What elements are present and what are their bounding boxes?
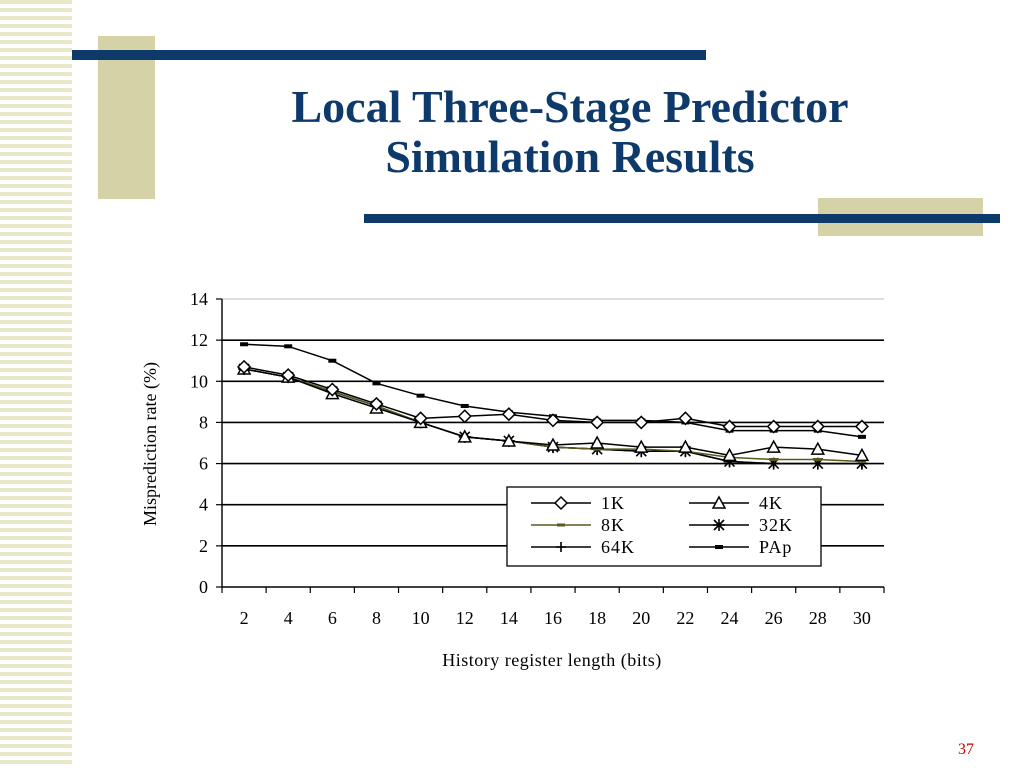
- point-1k-14: [501, 407, 516, 422]
- point-pap-4: [284, 344, 293, 349]
- y-tick-label-14: 14: [190, 289, 208, 309]
- y-axis-label: Misprediction rate (%): [140, 362, 161, 526]
- left-stripe-decoration: [0, 0, 72, 768]
- point-32k-24: [723, 455, 736, 468]
- slide-title-line-1: Local Three-Stage Predictor: [291, 81, 849, 132]
- y-tick-label-0: 0: [199, 577, 208, 597]
- y-tick-label-10: 10: [190, 371, 208, 391]
- point-4k-26: [766, 439, 781, 453]
- legend-marker-4k: [711, 495, 727, 509]
- point-1k-26: [766, 419, 781, 434]
- point-8k-30: [857, 460, 866, 464]
- series-lines: [236, 342, 870, 470]
- legend-label-8k: 8K: [601, 515, 625, 535]
- point-pap-2: [240, 342, 249, 347]
- point-1k-24: [722, 419, 737, 434]
- x-tick-label-28: 28: [809, 608, 827, 628]
- point-4k-24: [722, 447, 737, 462]
- legend-marker-pap: [715, 545, 723, 549]
- point-32k-26: [767, 457, 780, 470]
- x-tick-label-16: 16: [544, 608, 562, 628]
- point-32k-30: [855, 457, 868, 470]
- title-rule-bottom: [364, 214, 1000, 223]
- point-1k-22: [678, 411, 693, 426]
- point-4k-16: [545, 437, 561, 451]
- x-tick-label-24: 24: [721, 608, 739, 628]
- point-1k-4: [281, 368, 296, 383]
- y-tick-label-6: 6: [199, 454, 208, 474]
- series-1k: [237, 359, 869, 434]
- x-tick-label-22: 22: [676, 608, 694, 628]
- point-pap-12: [460, 403, 469, 408]
- point-32k-28: [811, 457, 824, 470]
- legend-marker-32k: [713, 519, 725, 531]
- point-8k-18: [593, 447, 602, 451]
- x-tick-label-18: 18: [588, 608, 606, 628]
- point-4k-12: [457, 429, 472, 443]
- legend-label-32k: 32K: [759, 515, 793, 535]
- point-pap-8: [372, 381, 381, 386]
- point-1k-18: [590, 415, 605, 430]
- legend: 1K 4K 8K 32K 64K PAp: [506, 486, 822, 567]
- point-4k-20: [634, 439, 649, 453]
- legend-label-64k: 64K: [601, 537, 635, 557]
- point-4k-28: [810, 441, 826, 455]
- tan-accent-block-top: [98, 36, 155, 199]
- y-tick-label-4: 4: [199, 495, 208, 515]
- legend-label-pap: PAp: [759, 537, 792, 557]
- point-1k-6: [325, 382, 340, 397]
- legend-label-4k: 4K: [759, 493, 783, 513]
- point-pap-10: [416, 393, 425, 398]
- title-rule-top: [72, 50, 706, 60]
- x-tick-label-20: 20: [632, 608, 650, 628]
- x-tick-label-10: 10: [412, 608, 430, 628]
- legend-marker-8k: [557, 523, 565, 527]
- point-1k-16: [545, 413, 561, 428]
- y-tick-label-8: 8: [199, 412, 208, 432]
- point-1k-2: [237, 359, 252, 374]
- point-4k-18: [589, 435, 605, 449]
- point-1k-20: [634, 415, 649, 430]
- point-1k-8: [369, 396, 384, 411]
- legend-label-1k: 1K: [601, 493, 625, 513]
- point-4k-14: [501, 433, 517, 447]
- point-1k-12: [457, 409, 472, 424]
- y-tick-label-2: 2: [199, 536, 208, 556]
- y-tick-label-12: 12: [190, 330, 208, 350]
- slide-title: Local Three-Stage Predictor Simulation R…: [200, 82, 940, 182]
- x-tick-label-4: 4: [284, 608, 293, 628]
- legend-marker-1k: [553, 495, 569, 511]
- point-4k-22: [678, 439, 693, 453]
- page-number: 37: [958, 741, 974, 758]
- x-tick-label-12: 12: [456, 608, 474, 628]
- point-8k-26: [769, 457, 778, 461]
- point-pap-6: [328, 358, 337, 363]
- x-tick-label-30: 30: [853, 608, 871, 628]
- point-8k-28: [813, 457, 822, 461]
- point-4k-30: [854, 447, 870, 462]
- x-tick-label-14: 14: [500, 608, 518, 628]
- x-tick-label-8: 8: [372, 608, 381, 628]
- series-4k: [236, 361, 870, 462]
- x-tick-label-6: 6: [328, 608, 337, 628]
- point-pap-30: [857, 434, 866, 439]
- point-1k-30: [854, 419, 869, 434]
- slide-title-line-2: Simulation Results: [385, 131, 755, 182]
- x-axis-label: History register length (bits): [442, 650, 661, 671]
- point-1k-28: [810, 419, 825, 434]
- x-tick-label-2: 2: [240, 608, 249, 628]
- legend-marker-64k: [556, 542, 566, 552]
- point-1k-10: [413, 411, 428, 426]
- x-tick-label-26: 26: [765, 608, 783, 628]
